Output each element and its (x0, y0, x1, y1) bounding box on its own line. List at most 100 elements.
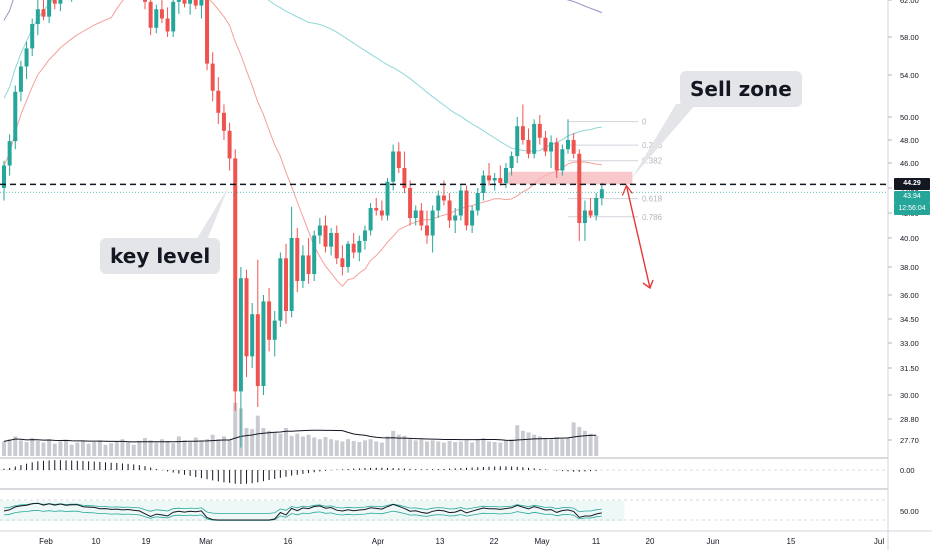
candle-body (165, 18, 170, 32)
candle-body (30, 24, 35, 49)
candle-body (464, 190, 469, 226)
candle-body (182, 0, 187, 4)
volume-bar (464, 440, 469, 456)
volume-bar (143, 438, 147, 456)
volume-bar (182, 440, 187, 456)
candle-body (351, 243, 356, 253)
projection-arrow-head (642, 279, 654, 290)
candle (515, 117, 520, 163)
candle (447, 193, 452, 228)
x-axis-tick-label: Jul (874, 537, 884, 546)
candle (402, 151, 407, 193)
candle (255, 259, 260, 407)
volume-bar (24, 442, 29, 456)
volume-bar (351, 440, 356, 456)
candle (481, 170, 486, 201)
candle (408, 180, 413, 226)
candle-body (492, 178, 497, 181)
key-level-callout: key level (100, 238, 221, 274)
candle (436, 190, 441, 218)
x-axis-tick-label: 19 (142, 537, 151, 546)
volume-bar (267, 430, 272, 456)
volume-bar (193, 437, 198, 456)
candle (154, 4, 159, 34)
candle (165, 7, 170, 37)
candle-body (520, 126, 525, 140)
candle (148, 0, 153, 36)
candle-body (13, 91, 18, 142)
candle-body (515, 126, 520, 157)
oscillator-panes (0, 460, 888, 521)
candle-body (346, 243, 351, 267)
volume-bar (430, 440, 435, 456)
candle (312, 230, 317, 281)
volume-bar (120, 439, 125, 456)
candle (554, 137, 559, 178)
volume-bar (470, 442, 475, 456)
candle (577, 149, 582, 241)
volume-bar (126, 442, 131, 456)
candle (41, 0, 46, 21)
candle (588, 198, 593, 218)
projection-arrow-line (625, 185, 651, 289)
x-axis-tick-label: 10 (92, 537, 101, 546)
volume-bar (13, 436, 18, 456)
candle (425, 210, 429, 244)
moving-average-line (3, 0, 602, 287)
volume-bar (385, 436, 390, 456)
candle-body (396, 151, 401, 168)
volume-bar (554, 436, 559, 456)
candle (317, 218, 322, 244)
candle (159, 0, 164, 24)
candle (233, 149, 238, 411)
candle (193, 0, 198, 10)
volume-bar (289, 435, 294, 456)
volume-bar (334, 440, 339, 456)
candle (261, 295, 266, 395)
candle (582, 200, 587, 241)
volume-bar (109, 443, 114, 456)
volume-bar (526, 432, 531, 456)
rsi-band-lower (3, 509, 602, 521)
candle (560, 144, 565, 176)
volume-bar (419, 439, 424, 456)
x-axis-tick-label: 13 (436, 537, 445, 546)
y-axis: 62.0058.0054.0050.0048.0046.0044.0042.00… (888, 0, 919, 516)
volume-bar (560, 439, 565, 456)
candle-body (526, 140, 531, 154)
moving-average-line (3, 0, 602, 152)
candle-body (430, 210, 435, 236)
candle-body (436, 195, 441, 211)
candle (509, 151, 514, 176)
candle-body (7, 141, 12, 166)
candle-body (379, 210, 384, 216)
candle-body (148, 1, 153, 28)
y-axis-tick-label: 46.00 (900, 159, 919, 168)
candle-body (323, 225, 328, 247)
candle-body (357, 240, 362, 253)
volume-bar (255, 415, 260, 456)
candle (13, 85, 18, 150)
volume-bar (233, 402, 238, 456)
candle (396, 142, 401, 173)
candle-body (199, 0, 204, 6)
candle-body (261, 301, 266, 386)
candle-body (143, 0, 147, 2)
candle-body (385, 181, 390, 216)
volume-bar (503, 440, 508, 456)
volume-bar (566, 438, 570, 456)
volume-bar (284, 428, 288, 456)
x-axis-tick-label: Mar (199, 537, 213, 546)
candle (210, 52, 215, 102)
candle-body (470, 210, 475, 226)
volume-bar (475, 439, 480, 456)
volume-bar (582, 430, 587, 456)
candle-body (35, 9, 40, 25)
candle-body (312, 235, 317, 274)
candle (221, 104, 226, 140)
volume-bar (165, 440, 170, 456)
volume-bar (402, 435, 407, 456)
candle-body (317, 225, 322, 236)
candle-body (599, 189, 604, 198)
candle-body (362, 230, 367, 241)
